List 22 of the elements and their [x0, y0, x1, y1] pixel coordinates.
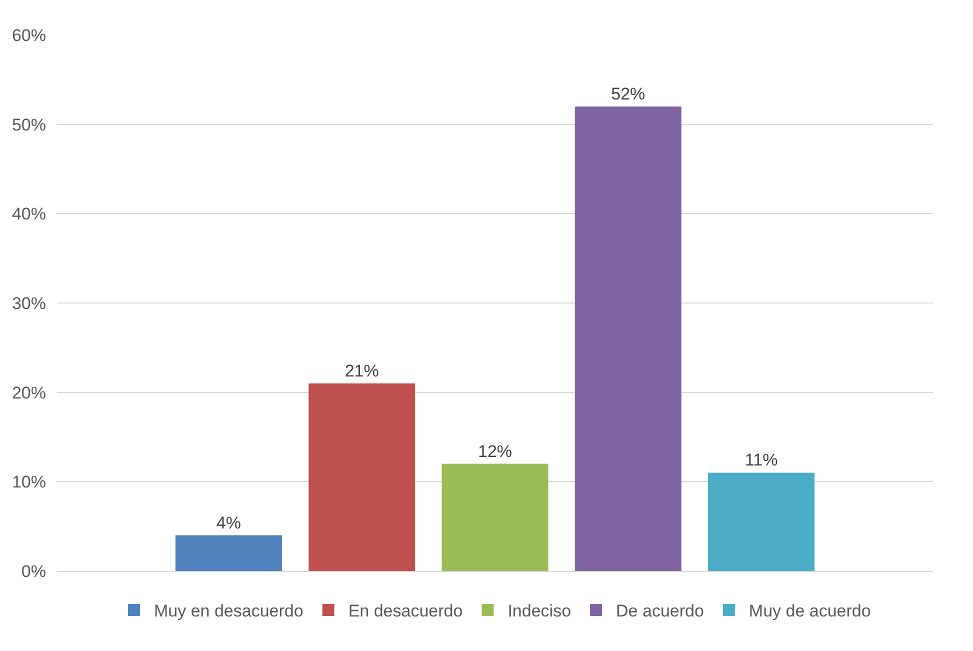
- bar: [175, 535, 282, 571]
- bar: [442, 464, 548, 571]
- legend-label: Muy en desacuerdo: [154, 602, 304, 621]
- bar: [308, 383, 416, 571]
- bar: [574, 106, 682, 571]
- data-label: 12%: [478, 442, 512, 461]
- y-tick-label: 10%: [12, 472, 46, 492]
- legend-label: En desacuerdo: [348, 602, 463, 621]
- data-label: 52%: [611, 84, 646, 104]
- legend-label: Muy de acuerdo: [748, 602, 871, 621]
- y-tick-label: 30%: [12, 294, 46, 313]
- y-tick-label: 50%: [12, 115, 46, 134]
- data-label: 21%: [344, 361, 379, 380]
- legend-label: De acuerdo: [616, 602, 704, 621]
- y-tick-label: 60%: [12, 26, 46, 45]
- data-label: 11%: [744, 450, 778, 470]
- y-tick-label: 20%: [12, 383, 46, 402]
- y-tick-label: 0%: [21, 562, 46, 581]
- data-label: 4%: [216, 513, 241, 532]
- legend-label: Indeciso: [508, 602, 572, 621]
- bar: [708, 472, 815, 571]
- y-tick-label: 40%: [12, 204, 46, 224]
